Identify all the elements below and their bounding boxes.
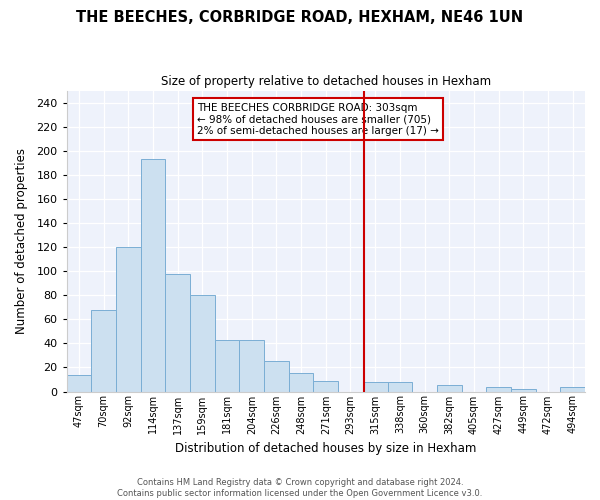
Text: THE BEECHES, CORBRIDGE ROAD, HEXHAM, NE46 1UN: THE BEECHES, CORBRIDGE ROAD, HEXHAM, NE4… <box>76 10 524 25</box>
Text: Contains HM Land Registry data © Crown copyright and database right 2024.
Contai: Contains HM Land Registry data © Crown c… <box>118 478 482 498</box>
Bar <box>116 247 140 392</box>
Bar <box>140 159 166 392</box>
Title: Size of property relative to detached houses in Hexham: Size of property relative to detached ho… <box>161 75 491 88</box>
Bar <box>91 310 116 392</box>
Bar <box>313 380 338 392</box>
X-axis label: Distribution of detached houses by size in Hexham: Distribution of detached houses by size … <box>175 442 476 455</box>
Bar <box>486 386 511 392</box>
Bar <box>363 382 388 392</box>
Bar <box>289 374 313 392</box>
Bar <box>239 340 264 392</box>
Bar <box>67 374 91 392</box>
Bar <box>166 274 190 392</box>
Bar <box>215 340 239 392</box>
Bar <box>560 386 585 392</box>
Bar <box>190 295 215 392</box>
Bar <box>264 362 289 392</box>
Bar <box>511 389 536 392</box>
Y-axis label: Number of detached properties: Number of detached properties <box>15 148 28 334</box>
Bar <box>388 382 412 392</box>
Text: THE BEECHES CORBRIDGE ROAD: 303sqm
← 98% of detached houses are smaller (705)
2%: THE BEECHES CORBRIDGE ROAD: 303sqm ← 98%… <box>197 102 439 136</box>
Bar <box>437 386 461 392</box>
